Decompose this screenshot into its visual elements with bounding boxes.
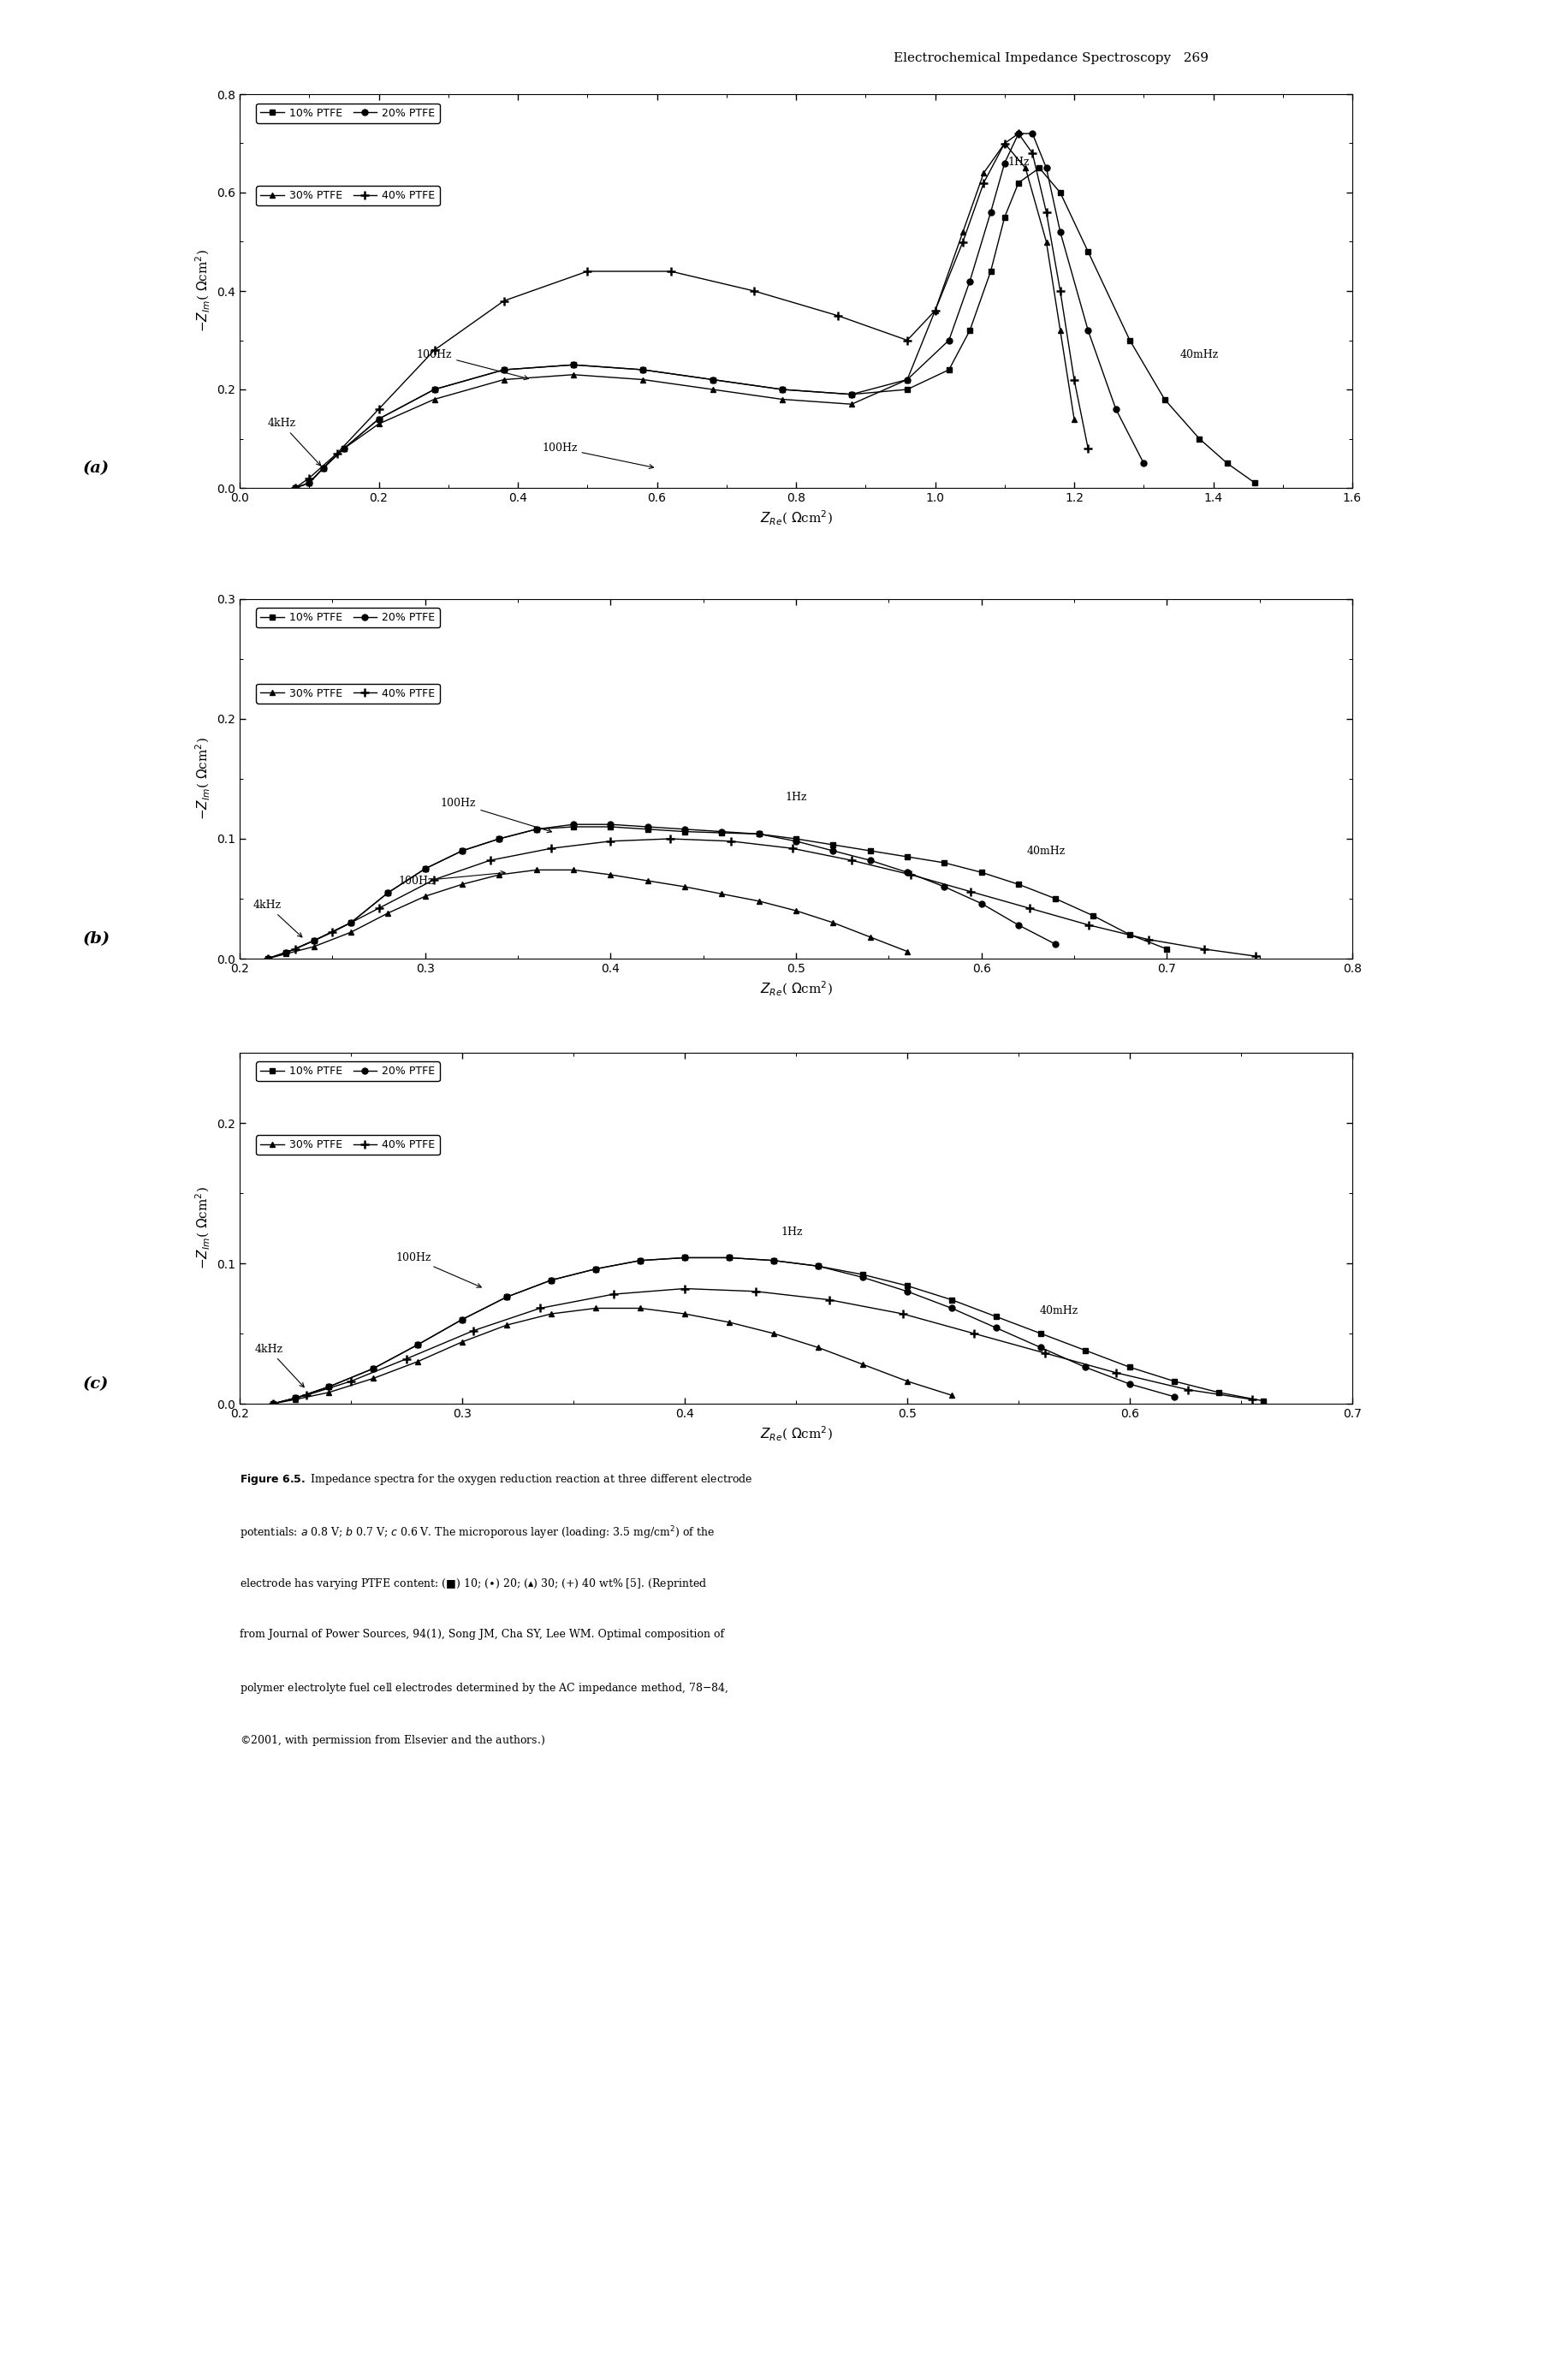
Text: 4kHz: 4kHz xyxy=(254,901,303,936)
Text: polymer electrolyte fuel cell electrodes determined by the AC impedance method, : polymer electrolyte fuel cell electrodes… xyxy=(240,1682,729,1696)
Text: 4kHz: 4kHz xyxy=(267,418,321,466)
X-axis label: $Z_{Re}$( $\Omega$cm$^2$): $Z_{Re}$( $\Omega$cm$^2$) xyxy=(759,508,833,527)
Text: 100Hz: 100Hz xyxy=(417,349,528,380)
Text: 40mHz: 40mHz xyxy=(1027,846,1066,858)
Y-axis label: $-Z_{Im}$( $\Omega$cm$^2$): $-Z_{Im}$( $\Omega$cm$^2$) xyxy=(194,249,212,333)
Text: 40mHz: 40mHz xyxy=(1040,1304,1077,1316)
Legend: 30% PTFE, 40% PTFE: 30% PTFE, 40% PTFE xyxy=(256,1136,439,1155)
Legend: 30% PTFE, 40% PTFE: 30% PTFE, 40% PTFE xyxy=(256,684,439,703)
Text: 1Hz: 1Hz xyxy=(1008,157,1030,169)
Text: Electrochemical Impedance Spectroscopy   269: Electrochemical Impedance Spectroscopy 2… xyxy=(894,52,1209,64)
Text: 100Hz: 100Hz xyxy=(543,442,654,468)
Text: $\copyright$2001, with permission from Elsevier and the authors.): $\copyright$2001, with permission from E… xyxy=(240,1734,546,1749)
Text: electrode has varying PTFE content: ($\blacksquare$) 10; ($\bullet$) 20; ($\blac: electrode has varying PTFE content: ($\b… xyxy=(240,1578,707,1592)
Y-axis label: $-Z_{Im}$( $\Omega$cm$^2$): $-Z_{Im}$( $\Omega$cm$^2$) xyxy=(194,1186,212,1269)
Text: 4kHz: 4kHz xyxy=(254,1342,304,1388)
Text: 40mHz: 40mHz xyxy=(1181,349,1218,359)
Text: 100Hz: 100Hz xyxy=(441,798,552,832)
Text: (b): (b) xyxy=(83,931,110,946)
Text: 100Hz: 100Hz xyxy=(398,872,505,886)
Y-axis label: $-Z_{Im}$( $\Omega$cm$^2$): $-Z_{Im}$( $\Omega$cm$^2$) xyxy=(194,737,212,820)
Text: $\bf{Figure\ 6.5.}$ Impedance spectra for the oxygen reduction reaction at three: $\bf{Figure\ 6.5.}$ Impedance spectra fo… xyxy=(240,1473,753,1487)
Text: 1Hz: 1Hz xyxy=(781,1226,803,1238)
Text: (c): (c) xyxy=(83,1376,108,1392)
Text: potentials: $a$ 0.8 V; $b$ 0.7 V; $c$ 0.6 V. The microporous layer (loading: 3.5: potentials: $a$ 0.8 V; $b$ 0.7 V; $c$ 0.… xyxy=(240,1525,715,1542)
Text: 1Hz: 1Hz xyxy=(786,791,808,803)
X-axis label: $Z_{Re}$( $\Omega$cm$^2$): $Z_{Re}$( $\Omega$cm$^2$) xyxy=(759,979,833,998)
Text: from Journal of Power Sources, 94(1), Song JM, Cha SY, Lee WM. Optimal compositi: from Journal of Power Sources, 94(1), So… xyxy=(240,1630,724,1639)
X-axis label: $Z_{Re}$( $\Omega$cm$^2$): $Z_{Re}$( $\Omega$cm$^2$) xyxy=(759,1426,833,1442)
Text: 100Hz: 100Hz xyxy=(395,1252,481,1288)
Text: (a): (a) xyxy=(83,461,110,475)
Legend: 30% PTFE, 40% PTFE: 30% PTFE, 40% PTFE xyxy=(256,185,439,207)
